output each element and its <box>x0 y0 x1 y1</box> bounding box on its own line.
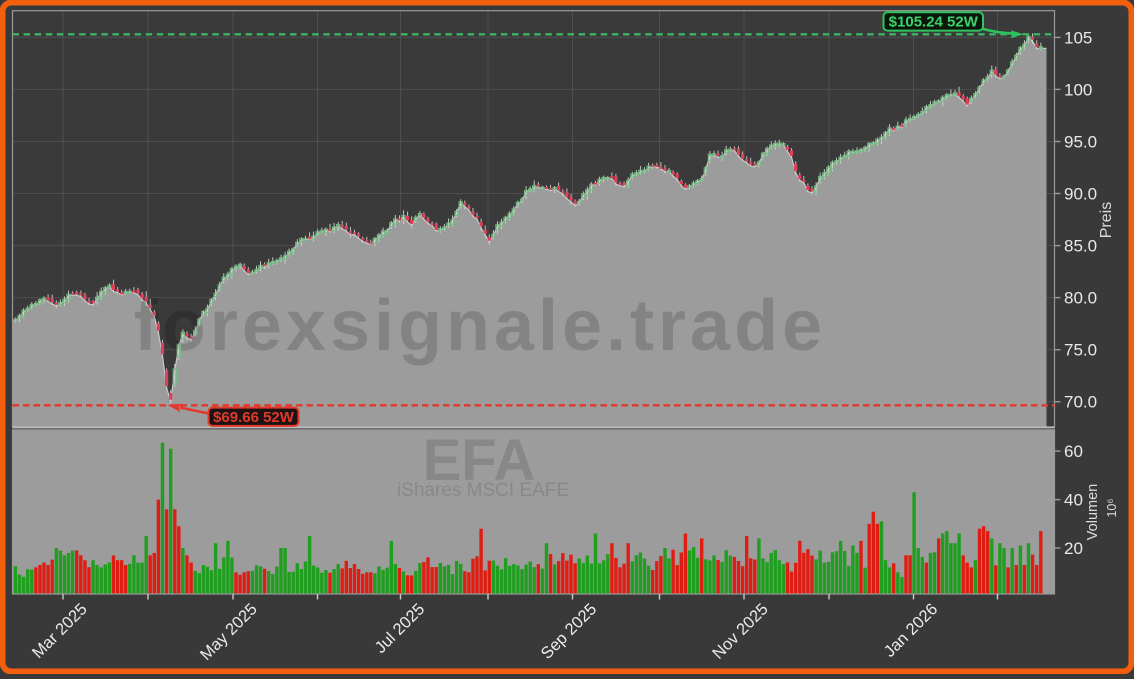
svg-text:$69.66 52W: $69.66 52W <box>213 409 295 426</box>
svg-text:60: 60 <box>1064 442 1083 461</box>
svg-text:Volumen: Volumen <box>1085 484 1101 540</box>
svg-text:EFA: EFA <box>423 428 536 493</box>
svg-text:forexsignale.trade: forexsignale.trade <box>134 286 826 366</box>
svg-text:85.0: 85.0 <box>1064 237 1097 256</box>
svg-text:Preis: Preis <box>1098 202 1115 238</box>
svg-text:40: 40 <box>1064 491 1083 510</box>
svg-text:75.0: 75.0 <box>1064 341 1097 360</box>
svg-text:90.0: 90.0 <box>1064 185 1097 204</box>
svg-text:iShares MSCI EAFE: iShares MSCI EAFE <box>397 480 569 501</box>
svg-text:10⁶: 10⁶ <box>1105 498 1119 517</box>
svg-text:95.0: 95.0 <box>1064 133 1097 152</box>
svg-text:70.0: 70.0 <box>1064 393 1097 412</box>
svg-text:100: 100 <box>1064 80 1092 99</box>
svg-text:105: 105 <box>1064 28 1092 47</box>
svg-text:80.0: 80.0 <box>1064 289 1097 308</box>
svg-text:$105.24 52W: $105.24 52W <box>889 14 979 31</box>
svg-text:20: 20 <box>1064 539 1083 558</box>
